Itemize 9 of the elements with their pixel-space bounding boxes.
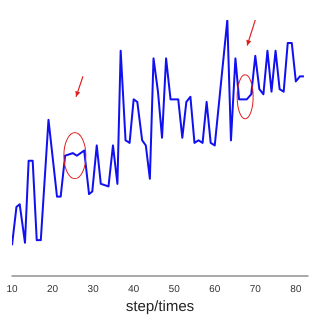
x-tick-label: 30: [88, 284, 100, 295]
x-tick-label: 40: [128, 284, 140, 295]
x-tick-label: 10: [6, 284, 18, 295]
x-tick-label: 70: [250, 284, 262, 295]
x-tick-label: 60: [209, 284, 221, 295]
x-tick-label: 50: [168, 284, 180, 295]
x-tick-label: 20: [46, 284, 59, 295]
x-axis-title: step/times: [126, 298, 194, 316]
x-tick-label: 80: [290, 284, 302, 295]
